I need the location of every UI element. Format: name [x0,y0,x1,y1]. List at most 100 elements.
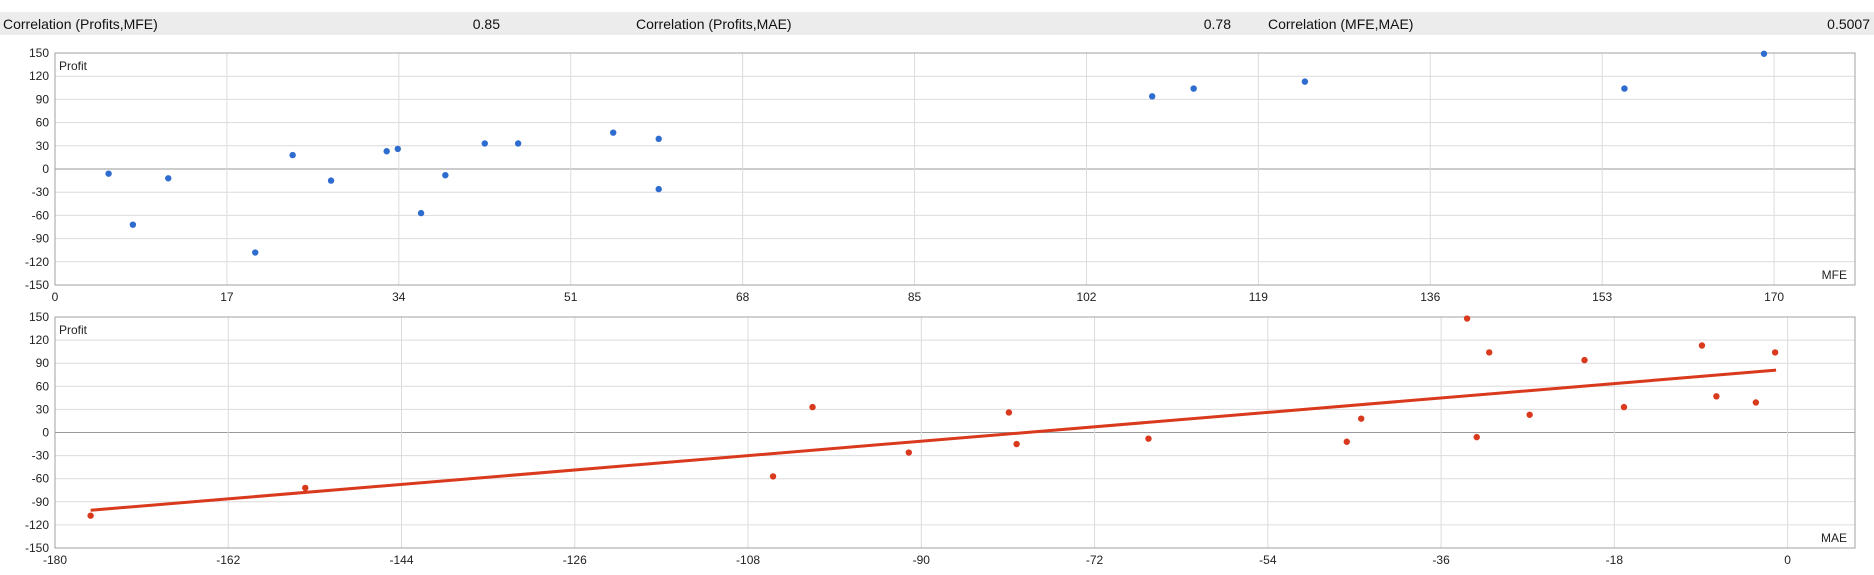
mfe-x-tick-label: 136 [1420,290,1440,304]
mae-y-tick-label: 60 [36,379,50,393]
mae-y-tick-label: -150 [25,541,49,555]
mfe-x-tick-label: 85 [908,290,922,304]
correlation-header-bar [0,12,1874,35]
mfe-x-tick-label: 34 [392,290,406,304]
mae-x-tick-label: 0 [1784,553,1791,567]
mfe-data-point [514,140,522,147]
mfe-data-point [394,145,402,153]
mae-data-point [905,449,912,456]
mfe-data-point [105,170,112,177]
mfe-x-axis-label: MFE [1822,268,1847,282]
mae-data-point [1526,411,1533,418]
mfe-x-tick-label: 68 [736,290,750,304]
mfe-data-point [165,175,172,182]
mae-data-point [769,473,777,480]
mfe-data-point [655,135,662,143]
mfe-x-tick-label: 0 [52,290,59,304]
correlation-profits-mfe-value: 0.85 [472,16,500,32]
mae-y-tick-label: -90 [32,495,50,509]
mae-x-tick-label: -144 [390,553,414,567]
correlation-profits-mfe-label: Correlation (Profits,MFE) [3,16,158,32]
mfe-data-point [1621,85,1628,92]
mae-x-tick-label: -72 [1086,553,1104,567]
mae-data-point [1473,433,1480,441]
mae-plot-frame [54,316,1856,549]
mfe-x-tick-label: 119 [1249,290,1268,304]
mfe-data-point [129,221,137,228]
mae-data-point [1581,356,1588,364]
mae-data-point [1698,342,1706,349]
mfe-data-point [655,185,662,193]
mae-y-tick-label: -60 [32,472,50,486]
mae-x-tick-label: -108 [736,553,760,567]
mae-y-tick-label: 150 [29,310,49,324]
correlation-mfe-mae-value: 0.5007 [1827,16,1870,32]
mfe-y-tick-label: 0 [42,162,49,176]
mfe-y-tick-label: 90 [36,92,50,106]
mfe-data-point [327,177,335,184]
mfe-data-point [1148,93,1156,100]
mfe-plot-frame [54,52,1856,286]
mfe-y-tick-label: -150 [25,278,49,292]
mfe-y-tick-label: -120 [25,255,49,269]
mfe-data-point [417,209,425,217]
mae-data-point [1713,393,1720,400]
mae-x-tick-label: -126 [563,553,587,567]
mae-y-tick-label: 0 [42,426,49,440]
mae-x-tick-label: -54 [1259,553,1277,567]
mae-x-axis-label: MAE [1821,531,1847,545]
mae-data-point [1005,409,1013,416]
correlation-mfe-mae-label: Correlation (MFE,MAE) [1268,16,1414,32]
mae-y-tick-label: -30 [32,449,50,463]
mfe-data-point [1301,78,1309,85]
mfe-x-tick-label: 51 [564,290,578,304]
mfe-x-tick-label: 170 [1764,290,1784,304]
mfe-data-point [442,171,449,179]
mfe-data-point [610,129,617,136]
mfe-y-tick-label: 150 [29,46,49,60]
mfe-y-tick-label: 30 [36,139,50,153]
mae-data-point [1771,349,1779,356]
mae-x-tick-label: -18 [1606,553,1624,567]
mae-y-tick-label: 30 [36,402,50,416]
mfe-x-tick-label: 102 [1076,290,1096,304]
mae-x-tick-label: -180 [43,553,67,567]
mae-data-point [1145,435,1152,442]
mfe-data-point [481,140,488,147]
mae-data-point [1343,438,1350,445]
mae-data-point [1013,440,1020,448]
mfe-x-tick-label: 17 [220,290,234,304]
mae-y-tick-label: 90 [36,356,50,370]
mae-x-tick-label: -36 [1432,553,1450,567]
correlation-profits-mae-value: 0.78 [1203,16,1231,32]
mfe-y-tick-label: -60 [32,208,50,222]
mfe-data-point [1760,50,1768,57]
mae-x-tick-label: -90 [913,553,931,567]
mae-data-point [809,403,816,411]
mae-y-tick-label: 120 [29,333,49,347]
mae-data-point [1463,315,1471,322]
mae-data-point [1752,399,1760,406]
mae-y-axis-label: Profit [59,323,88,337]
mfe-y-tick-label: 120 [29,69,49,83]
mfe-y-axis-label: Profit [59,59,88,73]
mfe-data-point [252,249,259,256]
mfe-y-tick-label: -90 [32,232,50,246]
mfe-data-point [383,148,390,155]
mae-data-point [1620,403,1628,411]
mfe-y-tick-label: -30 [32,185,50,199]
mfe-data-point [289,151,296,159]
mae-data-point [1486,349,1493,356]
mae-y-tick-label: -120 [25,518,49,532]
mae-data-point [1358,415,1365,422]
mfe-x-tick-label: 153 [1592,290,1612,304]
mae-data-point [87,512,94,519]
mae-x-tick-label: -162 [216,553,240,567]
mfe-data-point [1190,85,1197,92]
mfe-y-tick-label: 60 [36,116,50,130]
correlation-profits-mae-label: Correlation (Profits,MAE) [636,16,792,32]
mae-trend-line [90,368,1777,512]
